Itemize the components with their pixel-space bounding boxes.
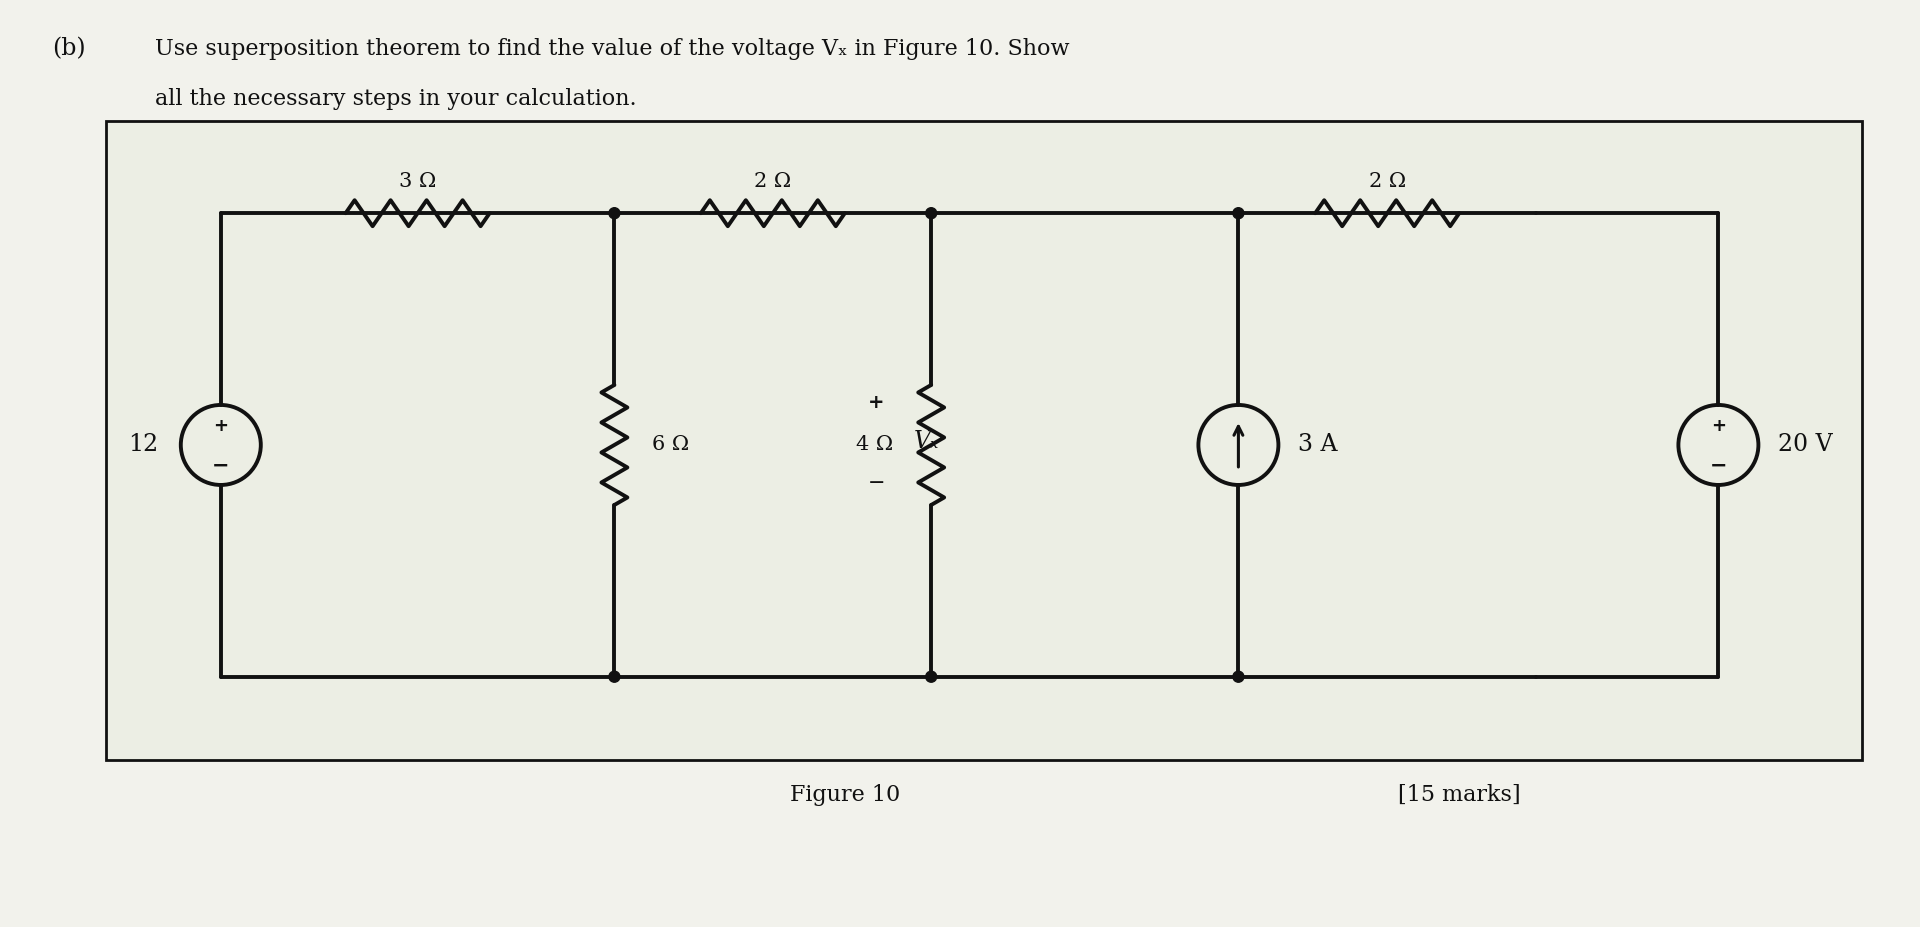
Circle shape (609, 208, 620, 219)
Text: all the necessary steps in your calculation.: all the necessary steps in your calculat… (156, 88, 637, 110)
Text: −: − (1709, 456, 1728, 476)
Circle shape (925, 671, 937, 682)
Text: Use superposition theorem to find the value of the voltage Vₓ in Figure 10. Show: Use superposition theorem to find the va… (156, 38, 1069, 60)
Text: 20 V: 20 V (1778, 434, 1834, 456)
Text: −: − (868, 473, 885, 493)
Text: Vₓ: Vₓ (914, 430, 939, 453)
FancyBboxPatch shape (106, 121, 1862, 760)
Circle shape (1233, 208, 1244, 219)
Text: +: + (213, 417, 228, 435)
Text: 2 Ω: 2 Ω (1369, 171, 1405, 191)
Text: +: + (1711, 417, 1726, 435)
Text: 2 Ω: 2 Ω (755, 171, 791, 191)
Circle shape (609, 671, 620, 682)
Text: +: + (868, 393, 885, 413)
Text: 3 A: 3 A (1298, 434, 1338, 456)
Text: 12: 12 (129, 434, 159, 456)
Circle shape (1233, 671, 1244, 682)
Circle shape (925, 208, 937, 219)
Text: −: − (211, 456, 230, 476)
Text: Figure 10: Figure 10 (789, 784, 900, 806)
Text: [15 marks]: [15 marks] (1398, 784, 1521, 806)
Text: 4 Ω: 4 Ω (856, 436, 893, 454)
Text: 3 Ω: 3 Ω (399, 171, 436, 191)
Text: (b): (b) (52, 37, 86, 60)
Text: 6 Ω: 6 Ω (653, 436, 689, 454)
